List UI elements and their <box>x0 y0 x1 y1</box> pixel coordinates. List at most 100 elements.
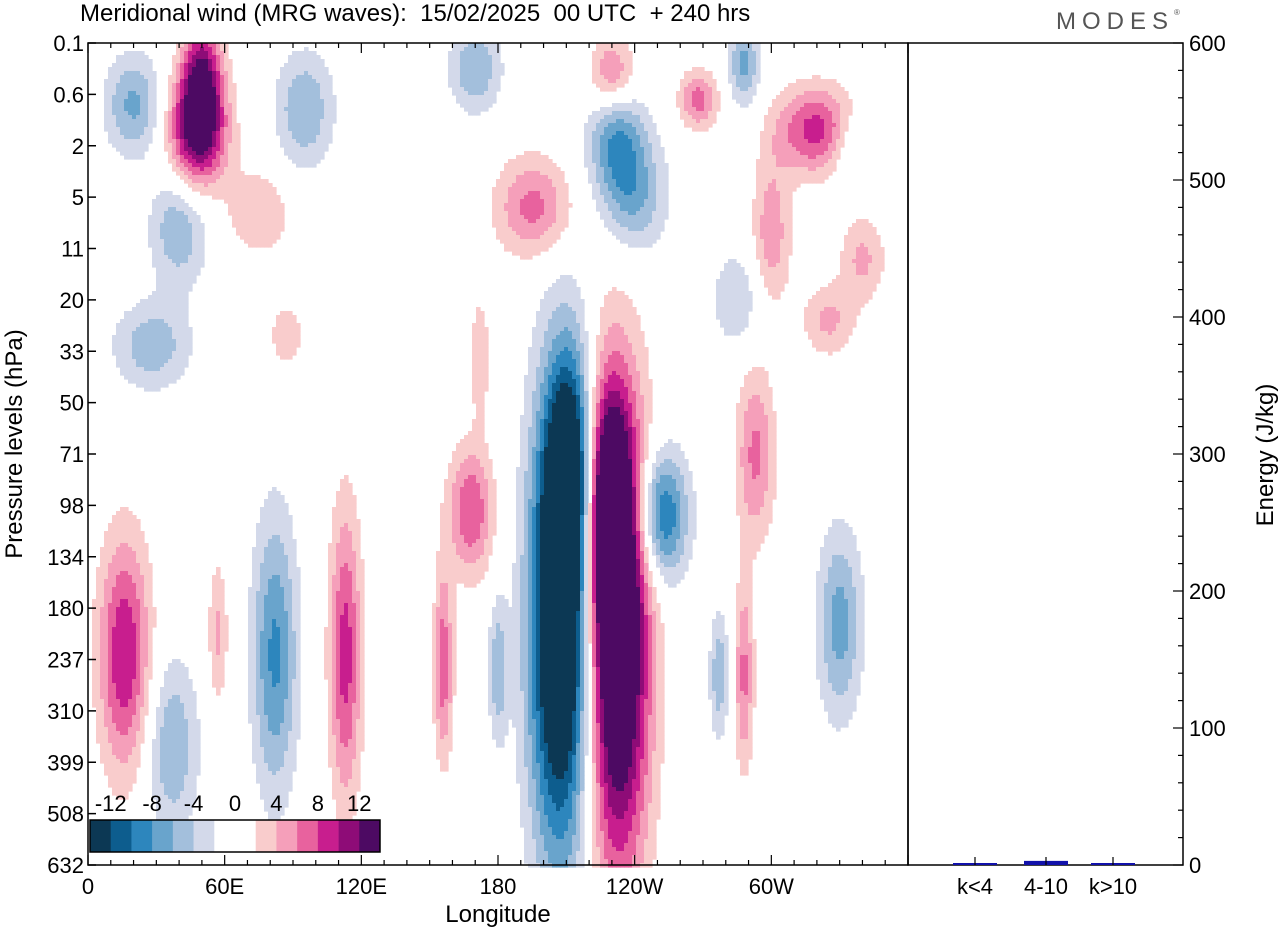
heatmap-cell <box>784 239 789 244</box>
heatmap-cell <box>684 87 689 92</box>
heatmap-cell <box>468 83 473 88</box>
heatmap-cell <box>840 323 845 328</box>
heatmap-cell <box>316 59 321 64</box>
heatmap-cell <box>684 79 689 84</box>
heatmap-cell <box>452 47 457 52</box>
heatmap-cell <box>724 291 729 296</box>
heatmap-cell <box>204 167 209 172</box>
heatmap-cell <box>192 155 197 160</box>
heatmap-cell <box>188 235 193 240</box>
heatmap-cell <box>740 103 745 108</box>
heatmap-cell <box>252 243 257 248</box>
heatmap-cell <box>640 235 645 240</box>
heatmap-cell <box>764 255 769 260</box>
heatmap-cell <box>268 223 273 228</box>
heatmap-cell <box>876 251 881 256</box>
heatmap-cell <box>140 59 145 64</box>
heatmap-cell <box>208 119 213 124</box>
heatmap-cell <box>140 131 145 136</box>
heatmap-cell <box>624 103 629 108</box>
heatmap-cell <box>540 239 545 244</box>
heatmap-cell <box>636 139 641 144</box>
heatmap-cell <box>132 67 137 72</box>
heatmap-cell <box>536 191 541 196</box>
heatmap-cell <box>860 227 865 232</box>
heatmap-cell <box>636 319 641 324</box>
heatmap-cell <box>852 323 857 328</box>
heatmap-cell <box>604 219 609 224</box>
heatmap-cell <box>192 267 197 272</box>
heatmap-cell <box>156 295 161 300</box>
heatmap-cell <box>220 123 225 128</box>
heatmap-cell <box>128 75 133 80</box>
heatmap-cell <box>784 143 789 148</box>
heatmap-cell <box>832 331 837 336</box>
heatmap-cell <box>308 71 313 76</box>
heatmap-cell <box>172 155 177 160</box>
heatmap-cell <box>632 119 637 124</box>
heatmap-cell <box>836 303 841 308</box>
heatmap-cell <box>276 323 281 328</box>
heatmap-cell <box>576 311 581 316</box>
heatmap-cell <box>460 99 465 104</box>
heatmap-cell <box>540 163 545 168</box>
heatmap-cell <box>460 75 465 80</box>
heatmap-cell <box>768 287 773 292</box>
heatmap-cell <box>156 307 161 312</box>
heatmap-cell <box>752 67 757 72</box>
heatmap-cell <box>596 123 601 128</box>
heatmap-cell <box>824 159 829 164</box>
heatmap-cell <box>524 191 529 196</box>
heatmap-cell <box>832 327 837 332</box>
heatmap-cell <box>844 323 849 328</box>
heatmap-cell <box>816 79 821 84</box>
heatmap-cell <box>492 87 497 92</box>
heatmap-cell <box>608 327 613 332</box>
heatmap-cell <box>732 71 737 76</box>
heatmap-cell <box>208 47 213 52</box>
heatmap-cell <box>300 103 305 108</box>
heatmap-cell <box>772 107 777 112</box>
heatmap-cell <box>320 119 325 124</box>
heatmap-cell <box>196 111 201 116</box>
heatmap-cell <box>592 135 597 140</box>
heatmap-cell <box>284 95 289 100</box>
heatmap-cell <box>148 135 153 140</box>
heatmap-cell <box>804 163 809 168</box>
heatmap-cell <box>828 323 833 328</box>
heatmap-cell <box>660 211 665 216</box>
heatmap-cell <box>224 119 229 124</box>
heatmap-cell <box>832 287 837 292</box>
heatmap-cell <box>620 43 625 48</box>
heatmap-cell <box>868 251 873 256</box>
heatmap-cell <box>596 183 601 188</box>
heatmap-cell <box>548 167 553 172</box>
heatmap-cell <box>800 119 805 124</box>
heatmap-cell <box>776 199 781 204</box>
heatmap-cell <box>828 99 833 104</box>
heatmap-cell <box>556 331 561 336</box>
heatmap-cell <box>876 239 881 244</box>
heatmap-cell <box>136 59 141 64</box>
heatmap-cell <box>232 151 237 156</box>
heatmap-cell <box>520 171 525 176</box>
heatmap-cell <box>620 111 625 116</box>
heatmap-cell <box>768 235 773 240</box>
heatmap-cell <box>768 247 773 252</box>
heatmap-cell <box>764 123 769 128</box>
heatmap-cell <box>180 167 185 172</box>
heatmap-cell <box>612 115 617 120</box>
heatmap-cell <box>480 75 485 80</box>
heatmap-cell <box>316 127 321 132</box>
heatmap-cell <box>584 159 589 164</box>
heatmap-cell <box>608 315 613 320</box>
heatmap-cell <box>600 83 605 88</box>
heatmap-cell <box>120 335 125 340</box>
heatmap-cell <box>176 271 181 276</box>
heatmap-cell <box>132 55 137 60</box>
heatmap-cell <box>324 95 329 100</box>
heatmap-cell <box>308 123 313 128</box>
heatmap-cell <box>632 107 637 112</box>
heatmap-cell <box>448 55 453 60</box>
heatmap-cell <box>516 175 521 180</box>
